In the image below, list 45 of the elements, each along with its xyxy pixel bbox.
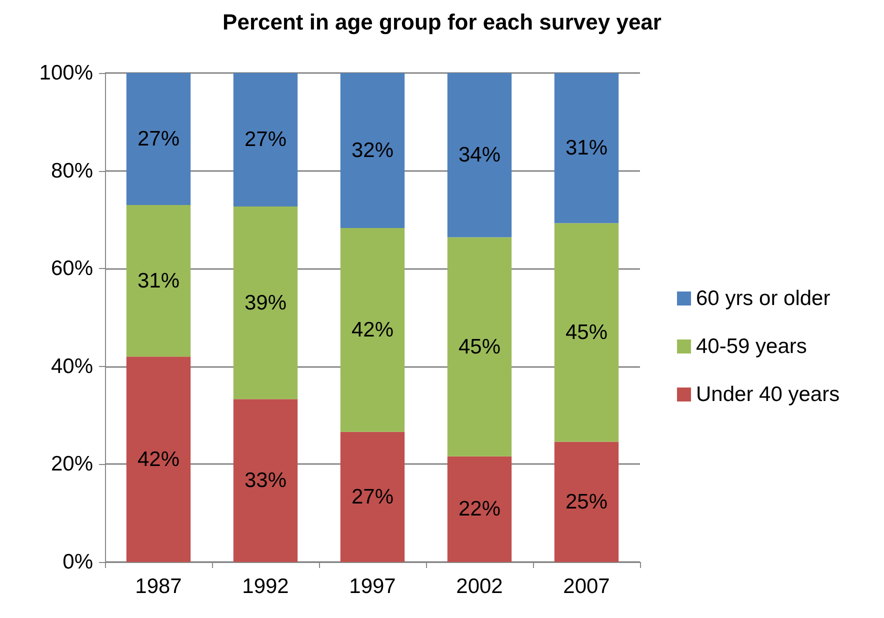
data-label: 45% [565, 320, 608, 344]
data-label: 22% [458, 498, 501, 521]
legend-label: 60 yrs or older [696, 287, 830, 310]
data-label: 27% [137, 128, 180, 151]
bar [554, 442, 619, 562]
data-label: 32% [351, 139, 394, 162]
data-label: 45% [458, 335, 501, 358]
bar [447, 456, 512, 562]
data-label: 31% [565, 136, 608, 160]
data-label: 42% [137, 448, 180, 471]
y-tick-label: 20% [50, 452, 93, 476]
x-tick-label: 1992 [242, 575, 289, 598]
y-tick-label: 0% [62, 550, 93, 574]
data-label: 25% [565, 490, 608, 514]
data-label: 27% [351, 485, 394, 508]
bar [126, 73, 191, 206]
x-tick-label: 2002 [456, 575, 503, 598]
data-label: 39% [244, 291, 287, 314]
data-label: 31% [137, 269, 180, 292]
x-tick-label: 1987 [135, 575, 182, 598]
bar [233, 399, 298, 562]
y-tick-label: 100% [39, 62, 93, 84]
bar [447, 237, 512, 456]
bar [340, 228, 405, 432]
x-tick-label: 1997 [349, 575, 396, 598]
bar [554, 223, 619, 442]
legend-label: 40-59 years [696, 335, 807, 358]
y-tick-label: 80% [50, 159, 93, 182]
data-label: 42% [351, 318, 394, 342]
y-tick-label: 60% [50, 257, 93, 280]
bar [233, 206, 298, 400]
data-label: 34% [458, 144, 501, 167]
legend-label: Under 40 years [696, 383, 840, 406]
bar [233, 73, 298, 206]
chart-title: Percent in age group for each survey year [222, 10, 662, 34]
y-tick-label: 40% [50, 354, 93, 378]
bar [447, 73, 512, 238]
bar [126, 356, 191, 562]
bar [340, 432, 405, 562]
bar [554, 73, 619, 224]
x-tick-label: 2007 [563, 575, 610, 598]
data-label: 33% [244, 469, 287, 492]
bar [126, 205, 191, 357]
data-label: 27% [244, 128, 287, 152]
bar [340, 73, 405, 228]
